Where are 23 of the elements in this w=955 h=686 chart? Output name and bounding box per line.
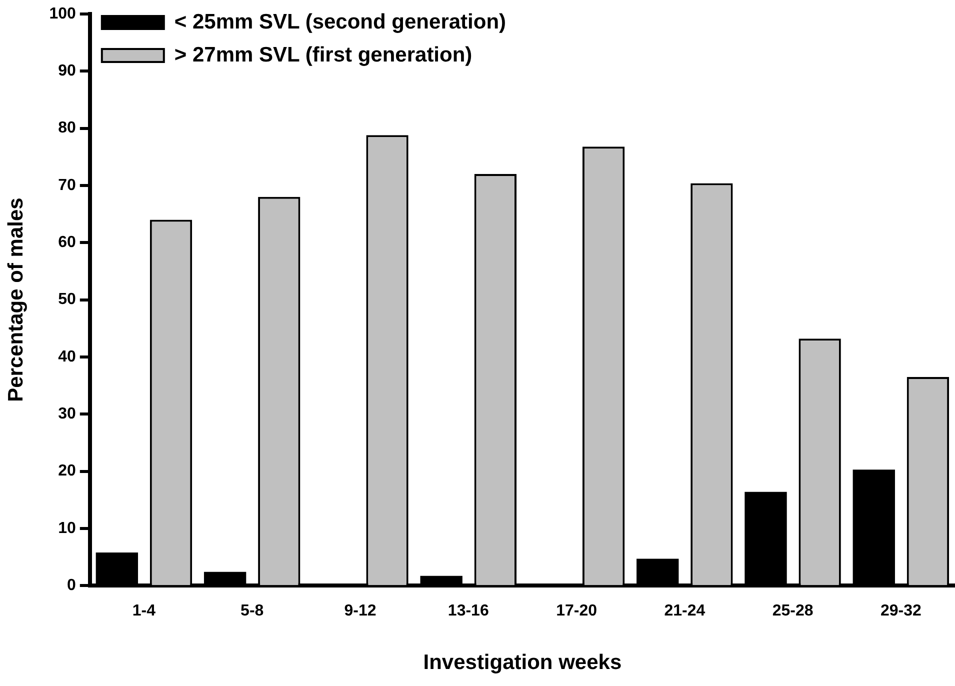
x-tick-label: 29-32	[880, 602, 922, 620]
y-tick-label: 50	[58, 291, 76, 308]
x-tick-label: 5-8	[240, 602, 264, 620]
y-tick-label: 10	[58, 520, 76, 537]
y-tick-label: 80	[58, 120, 76, 137]
x-tick-label: 9-12	[344, 602, 376, 620]
legend-label: > 27mm SVL (first generation)	[174, 43, 472, 66]
x-tick-label: 25-28	[772, 602, 814, 620]
y-tick-label: 20	[58, 462, 76, 480]
y-tick-label: 100	[49, 5, 76, 22]
x-tick-label: 13-16	[448, 602, 489, 620]
y-tick-label: 90	[58, 62, 76, 80]
legend-label: < 25mm SVL (second generation)	[174, 10, 506, 34]
y-tick-label: 30	[58, 406, 76, 423]
y-axis-title: Percentage of males	[4, 198, 28, 402]
x-axis-title: Investigation weeks	[423, 651, 622, 674]
y-tick-label: 40	[58, 348, 76, 366]
y-tick-label: 0	[66, 577, 76, 594]
y-tick-label: 70	[58, 176, 76, 194]
x-tick-label: 17-20	[556, 602, 598, 620]
x-tick-label: 1-4	[132, 602, 156, 620]
x-tick-label: 21-24	[664, 602, 706, 620]
y-tick-label: 60	[58, 234, 76, 252]
